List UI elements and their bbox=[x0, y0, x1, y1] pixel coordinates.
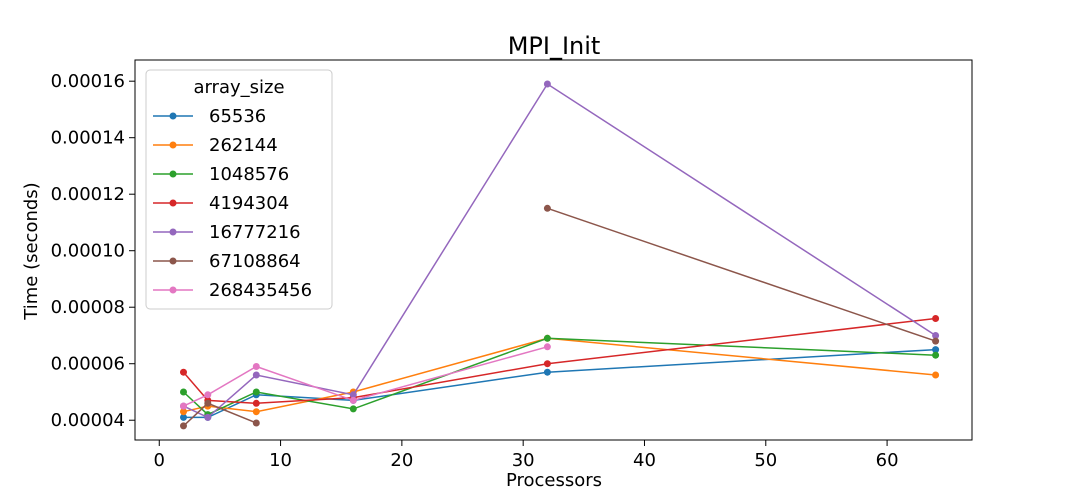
data-point bbox=[180, 368, 187, 376]
chart-title: MPI_Init bbox=[508, 32, 601, 60]
data-point bbox=[180, 402, 187, 410]
legend-label: 268435456 bbox=[209, 280, 312, 301]
x-tick-label: 20 bbox=[390, 450, 413, 471]
data-point bbox=[932, 332, 940, 339]
data-point bbox=[180, 388, 187, 396]
data-point bbox=[252, 363, 260, 370]
legend-label: 67108864 bbox=[209, 251, 301, 272]
legend-entry: 268435456 bbox=[153, 280, 312, 301]
data-point bbox=[932, 346, 940, 354]
legend-label: 4194304 bbox=[209, 193, 289, 214]
data-point bbox=[932, 371, 940, 379]
legend-entry: 1048576 bbox=[153, 164, 289, 185]
data-point bbox=[543, 204, 551, 212]
data-point bbox=[252, 408, 260, 416]
legend-swatch-marker bbox=[169, 199, 177, 207]
legend-entry: 16777216 bbox=[153, 222, 301, 243]
legend-swatch-marker bbox=[169, 228, 177, 236]
series-268435456 bbox=[180, 343, 551, 410]
legend-swatch-marker bbox=[169, 286, 177, 294]
legend-swatch-marker bbox=[169, 141, 177, 149]
series-16777216 bbox=[180, 80, 940, 421]
y-axis-label: Time (seconds) bbox=[21, 182, 42, 320]
x-tick-label: 10 bbox=[269, 450, 292, 471]
y-tick-label: 0.00014 bbox=[51, 128, 125, 149]
data-point bbox=[543, 80, 551, 88]
legend-swatch-marker bbox=[169, 170, 177, 178]
x-axis: 0 10 20 30 40 50 60 bbox=[154, 440, 899, 471]
data-point bbox=[180, 422, 187, 430]
data-point bbox=[543, 343, 551, 351]
y-tick-label: 0.00006 bbox=[51, 354, 125, 375]
legend-swatch-marker bbox=[169, 112, 177, 120]
legend-label: 65536 bbox=[209, 106, 266, 127]
y-tick-label: 0.00010 bbox=[51, 241, 125, 262]
data-point bbox=[180, 413, 187, 421]
data-point bbox=[252, 419, 260, 427]
legend-entry: 262144 bbox=[153, 135, 278, 156]
series-layer bbox=[180, 80, 940, 430]
legend: array_size 65536 262144 1048576 4194304 1677… bbox=[145, 69, 333, 310]
x-tick-label: 50 bbox=[754, 450, 777, 471]
series-line bbox=[183, 348, 936, 419]
legend-swatch-marker bbox=[169, 257, 177, 265]
data-point bbox=[543, 368, 551, 376]
series-4194304 bbox=[180, 315, 940, 407]
data-point bbox=[932, 315, 940, 322]
data-point bbox=[252, 388, 260, 396]
x-tick-label: 40 bbox=[633, 450, 656, 471]
data-point bbox=[543, 334, 551, 342]
series-line bbox=[547, 207, 936, 342]
legend-label: 16777216 bbox=[209, 222, 301, 243]
series-line bbox=[182, 317, 936, 405]
legend-entry: 67108864 bbox=[153, 251, 301, 272]
data-point bbox=[180, 408, 187, 416]
data-point bbox=[204, 391, 212, 399]
data-point bbox=[543, 360, 551, 368]
x-axis-label: Processors bbox=[506, 470, 602, 491]
y-axis: 0.00004 0.00006 0.00008 0.00010 0.00012 0.000… bbox=[51, 71, 135, 431]
legend-title: array_size bbox=[193, 77, 284, 98]
legend-box bbox=[145, 69, 333, 310]
data-point bbox=[204, 413, 212, 421]
x-tick-label: 0 bbox=[154, 450, 165, 471]
y-tick-label: 0.00004 bbox=[51, 410, 125, 431]
legend-label: 262144 bbox=[209, 135, 278, 156]
y-tick-label: 0.00016 bbox=[51, 71, 125, 92]
data-point bbox=[252, 371, 260, 379]
legend-label: 1048576 bbox=[209, 164, 289, 185]
data-point bbox=[204, 399, 212, 407]
x-tick-label: 60 bbox=[876, 450, 899, 471]
data-point bbox=[349, 405, 357, 413]
series-line bbox=[183, 82, 937, 419]
data-point bbox=[932, 337, 940, 345]
data-point bbox=[349, 391, 357, 399]
data-point bbox=[349, 396, 357, 404]
data-point bbox=[932, 351, 940, 359]
legend-entry: 4194304 bbox=[153, 193, 289, 214]
y-tick-label: 0.00012 bbox=[51, 184, 125, 205]
y-tick-label: 0.00008 bbox=[51, 297, 125, 318]
legend-entries: 65536 262144 1048576 4194304 16777216 6710886… bbox=[153, 106, 312, 301]
series-67108864 bbox=[180, 204, 940, 430]
legend-entry: 65536 bbox=[153, 106, 266, 127]
plot-frame bbox=[134, 59, 973, 441]
data-point bbox=[252, 399, 260, 407]
x-tick-label: 30 bbox=[512, 450, 535, 471]
